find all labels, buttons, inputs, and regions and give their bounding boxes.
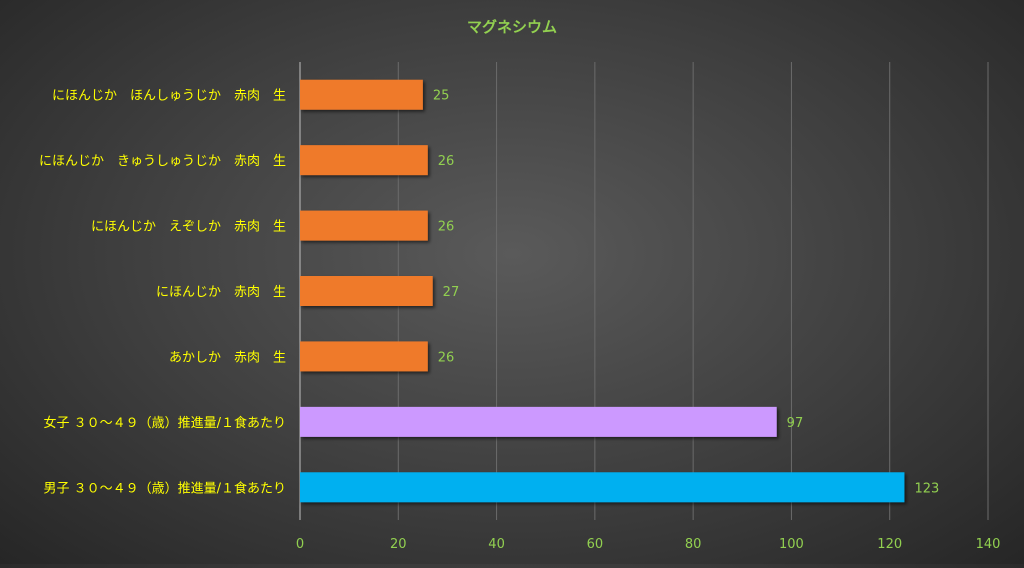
category-label: あかしか 赤肉 生 xyxy=(169,350,286,365)
chart-title: マグネシウム xyxy=(467,18,557,36)
category-label: にほんじか えぞしか 赤肉 生 xyxy=(91,220,286,235)
category-label: にほんじか ほんしゅうじか 赤肉 生 xyxy=(52,89,286,104)
labels: 0 20 40 60 80 100 120 140 にほんじか ほんしゅうじか 赤肉 生 25 にほ… xyxy=(39,89,1000,552)
x-tick-label: 100 xyxy=(779,537,804,552)
x-tick-label: 0 xyxy=(296,537,304,552)
data-label: 26 xyxy=(438,154,455,169)
bar xyxy=(300,472,905,503)
data-label: 26 xyxy=(438,220,455,235)
bars xyxy=(300,79,905,503)
bar xyxy=(300,79,423,110)
x-tick-label: 80 xyxy=(685,537,702,552)
x-tick-label: 60 xyxy=(587,537,604,552)
gridlines xyxy=(397,62,989,520)
bar xyxy=(300,210,428,241)
data-label: 97 xyxy=(787,416,804,431)
bar xyxy=(300,341,428,372)
data-label: 26 xyxy=(438,350,455,365)
x-tick-label: 120 xyxy=(877,537,902,552)
x-tick-label: 20 xyxy=(390,537,407,552)
x-tick-label: 140 xyxy=(976,537,1001,552)
bar xyxy=(300,145,428,176)
data-label: 123 xyxy=(914,481,939,496)
bar xyxy=(300,276,433,306)
bar xyxy=(300,406,777,437)
data-label: 27 xyxy=(443,285,460,300)
category-label: にほんじか きゅうしゅうじか 赤肉 生 xyxy=(39,154,286,169)
data-label: 25 xyxy=(433,89,450,104)
category-label: にほんじか 赤肉 生 xyxy=(156,285,286,300)
x-tick-label: 40 xyxy=(488,537,505,552)
category-label: 女子 ３０～４９（歳）推進量/１食あたり xyxy=(43,415,286,431)
category-label: 男子 ３０～４９（歳）推進量/１食あたり xyxy=(43,480,286,496)
